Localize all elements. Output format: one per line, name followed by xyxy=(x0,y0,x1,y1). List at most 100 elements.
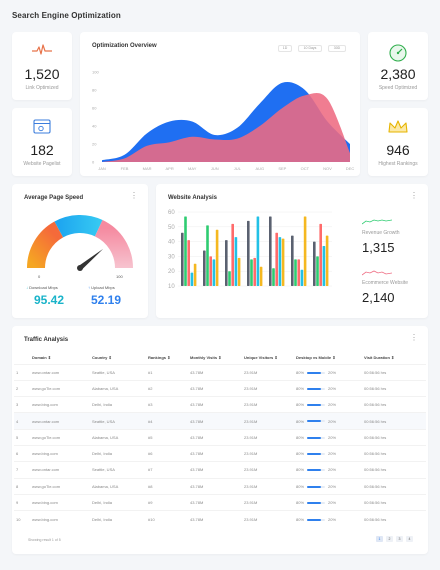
visits-cell: 43.78M xyxy=(188,428,242,446)
rank-cell: #9 xyxy=(146,493,188,511)
revenue-sparkline xyxy=(362,219,392,225)
table-row[interactable]: 7 www.ontar.com Seattle, USA #7 43.78M 23.91M… xyxy=(14,461,426,479)
table-row[interactable]: 3 www.bing.com Delhi, India #3 43.78M 23.91M 8… xyxy=(14,396,426,413)
bar xyxy=(259,266,263,286)
table-row[interactable]: 9 www.bing.com Delhi, India #9 43.78M 23.91M 8… xyxy=(14,493,426,511)
bar xyxy=(256,216,260,286)
page-button-1[interactable]: 1 xyxy=(376,536,383,542)
col-rankings[interactable]: Rankings ⇕ xyxy=(148,355,171,361)
table-row[interactable]: 10 www.bing.com Delhi, India #10 43.78M 23.91… xyxy=(14,510,426,527)
bar xyxy=(297,259,300,286)
table-row[interactable]: 4 www.ontar.com Seattle, USA #4 43.78M 23.91M… xyxy=(14,412,426,430)
bar xyxy=(291,235,294,286)
bar xyxy=(184,216,187,286)
download-label: ↓ Download Mbps xyxy=(26,285,58,290)
duration-cell: 00:56:56 hrs xyxy=(362,412,426,430)
browser-window-icon xyxy=(12,119,72,141)
filter-30d[interactable]: 30D xyxy=(328,45,346,52)
col-visit-duration[interactable]: Visit Duration ⇕ xyxy=(364,355,395,361)
country-cell: Seattle, USA xyxy=(90,412,146,430)
y-tick-label: 20 xyxy=(92,142,97,147)
col-unique-visitors[interactable]: Unique Visitors ⇕ xyxy=(244,355,278,361)
col-monthly-visits[interactable]: Monthly Visits ⇕ xyxy=(190,355,222,361)
bar xyxy=(190,272,194,286)
table-row[interactable]: 1 www.ontar.com Seattle, USA #1 43.78M 23.91M… xyxy=(14,363,426,381)
table-row[interactable]: 6 www.bing.com Delhi, India #6 43.78M 23.91M 8… xyxy=(14,444,426,462)
unique-cell: 23.91M xyxy=(242,428,294,446)
duration-cell: 00:56:56 hrs xyxy=(362,444,426,462)
rank-cell: #4 xyxy=(146,412,188,430)
stat-value: 946 xyxy=(386,142,410,158)
rank-cell: #8 xyxy=(146,477,188,495)
mobile-percent: 20% xyxy=(328,385,337,391)
desktop-mobile-cell: 80% 20% xyxy=(294,396,362,413)
x-tick-label: APR xyxy=(166,166,174,171)
bar xyxy=(269,216,272,286)
website-title: Website Analysis xyxy=(168,195,218,201)
duration-cell: 00:56:56 hrs xyxy=(362,461,426,479)
visits-cell: 43.78M xyxy=(188,510,242,527)
y-tick-label: 40 xyxy=(92,124,97,129)
desktop-percent: 80% xyxy=(296,434,305,440)
domain-cell: www.bing.com xyxy=(30,444,90,462)
x-tick-label: MAY xyxy=(188,166,197,171)
gauge-segment-mid xyxy=(54,215,103,238)
revenue-label: Revenue Growth xyxy=(362,230,400,236)
rank-cell: #7 xyxy=(146,461,188,479)
unique-cell: 23.91M xyxy=(242,493,294,511)
y-tick-label: 30 xyxy=(168,254,175,260)
average-page-speed-card: Average Page Speed ⋮ 0 100 ↓ Download Mb… xyxy=(12,184,148,318)
bar xyxy=(209,256,212,286)
speed-title: Average Page Speed xyxy=(24,195,84,201)
bar xyxy=(181,232,184,286)
page-button-3[interactable]: 3 xyxy=(396,536,403,542)
bar xyxy=(212,259,216,286)
desktop-mobile-bar xyxy=(307,518,326,521)
stat-card-rankings: 946 Highest Rankings xyxy=(368,108,428,176)
domain-cell: www.goTie.com xyxy=(30,477,90,495)
filter-1d[interactable]: 1D xyxy=(278,45,292,52)
more-options-icon[interactable]: ⋮ xyxy=(130,191,138,200)
bar xyxy=(206,225,209,286)
mobile-percent: 20% xyxy=(328,467,337,473)
speedometer-icon xyxy=(368,43,428,65)
x-tick-label: AUG xyxy=(255,166,264,171)
more-options-icon[interactable]: ⋮ xyxy=(410,333,418,342)
more-options-icon[interactable]: ⋮ xyxy=(410,191,418,200)
bar xyxy=(272,268,275,286)
bar xyxy=(234,237,238,286)
stat-card-links: 1,520 Link Optimized xyxy=(12,32,72,100)
stat-value: 182 xyxy=(30,142,54,158)
rank-cell: #5 xyxy=(146,428,188,446)
desktop-percent: 80% xyxy=(296,467,305,473)
unique-cell: 23.91M xyxy=(242,510,294,527)
download-value: 95.42 xyxy=(34,293,65,307)
crown-icon xyxy=(368,119,428,141)
desktop-mobile-cell: 80% 20% xyxy=(294,461,362,479)
desktop-mobile-bar xyxy=(307,420,326,423)
domain-cell: www.ontar.com xyxy=(30,363,90,381)
website-analysis-card: Website Analysis ⋮ 10 20 30 40 50 60 Revenue … xyxy=(156,184,428,318)
desktop-mobile-bar xyxy=(307,469,326,472)
col-domain[interactable]: Domain ⇕ xyxy=(32,355,52,361)
filter-10-days[interactable]: 10 Days xyxy=(298,45,322,52)
col-country[interactable]: Country ⇕ xyxy=(92,355,112,361)
y-tick-label: 80 xyxy=(92,88,97,93)
page-button-4[interactable]: 4 xyxy=(406,536,413,542)
x-tick-label: OCT xyxy=(301,166,310,171)
x-tick-label: JAN xyxy=(98,166,106,171)
page-title: Search Engine Optimization xyxy=(12,11,121,20)
visits-cell: 43.78M xyxy=(188,444,242,462)
col-desktop-mobile[interactable]: Desktop vs Mobile ⇕ xyxy=(296,355,336,361)
bar xyxy=(187,240,190,286)
page-button-2[interactable]: 2 xyxy=(386,536,393,542)
table-row[interactable]: 5 www.goTie.com Alabama, USA #5 43.78M 23.91M… xyxy=(14,428,426,446)
mobile-percent: 20% xyxy=(328,434,337,440)
table-row[interactable]: 8 www.goTie.com Alabama, USA #8 43.78M 23.91M… xyxy=(14,477,426,495)
ecommerce-label: Ecommerce Website xyxy=(362,280,409,286)
desktop-percent: 80% xyxy=(296,500,305,506)
country-cell: Delhi, India xyxy=(90,493,146,511)
bar xyxy=(281,238,285,286)
desktop-percent: 80% xyxy=(296,369,305,375)
table-row[interactable]: 2 www.goTie.com Alabama, USA #2 43.78M 23.91M… xyxy=(14,379,426,397)
